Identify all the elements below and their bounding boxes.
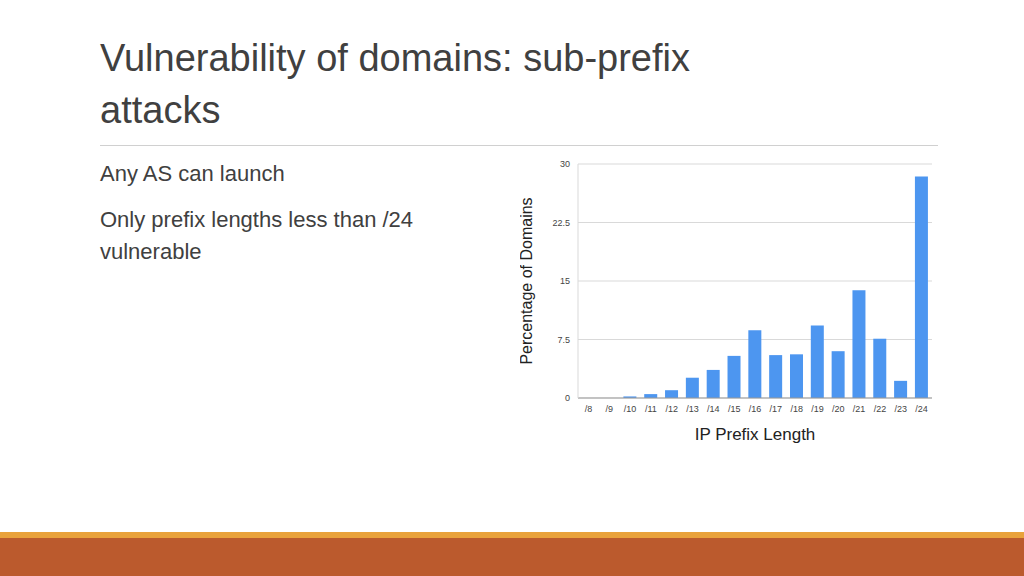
svg-text:30: 30: [560, 159, 570, 169]
svg-text:7.5: 7.5: [557, 335, 570, 345]
svg-text:/9: /9: [605, 404, 613, 414]
svg-text:/14: /14: [707, 404, 720, 414]
svg-text:/17: /17: [770, 404, 783, 414]
svg-text:/22: /22: [874, 404, 887, 414]
html-text:Any AS can launch: Any AS can launch: [100, 161, 285, 186]
svg-text:IP Prefix Length: IP Prefix Length: [695, 425, 816, 444]
svg-text:/11: /11: [645, 404, 657, 414]
svg-text:/20: /20: [832, 404, 845, 414]
svg-text:/10: /10: [624, 404, 637, 414]
html-text:Vulnerability of domains: sub-: Vulnerability of domains: sub-prefix att…: [100, 37, 690, 131]
svg-text:/13: /13: [686, 404, 699, 414]
svg-text:22.5: 22.5: [552, 218, 570, 228]
svg-text:15: 15: [560, 276, 570, 286]
svg-text:/16: /16: [749, 404, 762, 414]
svg-text:/19: /19: [811, 404, 824, 414]
svg-text:/21: /21: [853, 404, 866, 414]
svg-text:0: 0: [565, 393, 570, 403]
svg-text:/12: /12: [665, 404, 678, 414]
svg-text:Percentage of Domains: Percentage of Domains: [520, 197, 535, 364]
html-text:Only prefix lengths less than: Only prefix lengths less than /24 vulner…: [100, 207, 414, 264]
svg-text:/24: /24: [915, 404, 928, 414]
svg-text:/8: /8: [585, 404, 593, 414]
svg-text:/18: /18: [790, 404, 803, 414]
svg-text:/23: /23: [895, 404, 908, 414]
svg-text:/15: /15: [728, 404, 741, 414]
